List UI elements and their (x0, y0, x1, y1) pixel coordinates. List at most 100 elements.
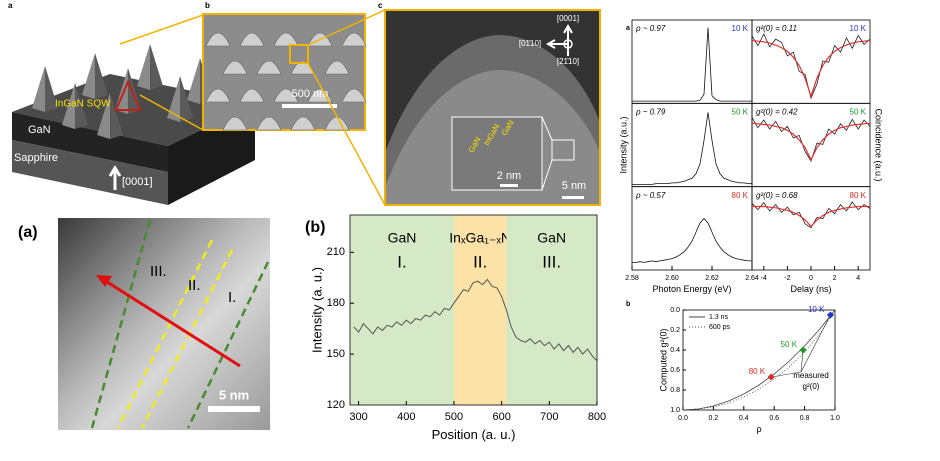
panel-letter: c (378, 1, 383, 10)
pyramid (110, 93, 123, 139)
row-note: ρ ~ 0.97 (635, 24, 666, 33)
scale-label: 2 nm (497, 170, 521, 182)
cone (256, 60, 282, 75)
pyramid (82, 53, 95, 99)
cone (256, 116, 282, 131)
scale-label: 5 nm (562, 180, 586, 192)
region-label: InₓGa₁₋ₓN (449, 230, 511, 246)
x-tick-label: 500 (445, 411, 463, 423)
region-label: GaN (388, 230, 417, 246)
scale-bar (562, 196, 584, 199)
x-tick-label: 1.0 (830, 415, 840, 422)
y-tick-label: 210 (327, 246, 345, 258)
data-line (751, 201, 871, 229)
region-numeral: III. (542, 252, 561, 271)
legend-label: 600 ps (709, 324, 731, 331)
y-tick-label: 1.0 (670, 407, 680, 414)
x-axis-label: Delay (ns) (790, 284, 831, 294)
sapphire-label: Sapphire (14, 152, 58, 164)
row-temperature: 50 K (850, 107, 867, 116)
stem-image (58, 218, 270, 430)
y-axis-label: Computed g²(0) (658, 328, 668, 391)
profile-arrow (103, 278, 241, 368)
annotation: measured (793, 371, 829, 380)
point-label: 10 K (808, 305, 825, 314)
pyramid (62, 83, 75, 129)
arrow-head (96, 275, 112, 287)
y-tick-label: 0.8 (670, 387, 680, 394)
inset-line (541, 116, 553, 191)
pyramid (150, 44, 163, 90)
y-tick-label: 0.4 (670, 347, 680, 354)
axis-direction: [01̄10] (519, 39, 541, 48)
fit-line (751, 39, 871, 99)
y-tick-label: 0.6 (670, 367, 680, 374)
pyramid (45, 66, 58, 112)
x-tick-label: 300 (349, 411, 367, 423)
annotation-arrow (771, 371, 802, 378)
cone (239, 32, 265, 47)
pyramid (187, 58, 200, 104)
cone (222, 116, 248, 131)
x-tick-label: 0.8 (800, 415, 810, 422)
pyramid (97, 93, 110, 139)
plot-frame (682, 309, 836, 411)
region-label: I. (228, 289, 236, 306)
annotation-arrow (800, 349, 804, 373)
x-tick-label: 700 (540, 411, 558, 423)
cone (205, 32, 231, 47)
row-note: g²(0) = 0.11 (756, 24, 797, 33)
data-line (353, 278, 598, 362)
scale-label: 500 nm (292, 88, 329, 100)
cone (222, 60, 248, 75)
row-temperature: 10 K (850, 24, 867, 33)
schematic: a b c InGaN SQW GaN Sapphire [0001] 500 … (8, 1, 601, 206)
zoom-box (289, 44, 309, 64)
x-tick-label: 2.64 (745, 275, 759, 282)
scale-bar (208, 406, 260, 412)
x-tick-label: 2.58 (625, 275, 639, 282)
charts: GaN I. InₓGa₁₋ₓN II. GaN III. 120 150 180 210 300 4… (305, 19, 884, 442)
legend-label: 1.3 ns (709, 314, 729, 321)
zoom-line (139, 94, 204, 131)
point (799, 346, 807, 354)
row-note: g²(0) = 0.68 (756, 191, 798, 200)
gan-label: GaN (28, 124, 51, 136)
point (767, 373, 775, 381)
x-tick-label: 800 (588, 411, 606, 423)
stem: (a) III. II. I. 5 nm (18, 218, 270, 430)
y-tick-label: 0.0 (670, 307, 680, 314)
x-tick-label: 600 (492, 411, 510, 423)
model-curve (682, 309, 836, 411)
x-tick-label: -2 (784, 275, 790, 282)
pyramid (95, 53, 108, 99)
fit-line (751, 122, 871, 162)
region (506, 215, 597, 405)
x-tick-label: -4 (761, 275, 767, 282)
cone (324, 60, 350, 75)
x-tick-label: 4 (856, 275, 860, 282)
pyramid (75, 83, 88, 129)
pyramid (32, 66, 45, 112)
scale-label: 5 nm (219, 387, 249, 402)
data-line (632, 217, 752, 263)
cone (341, 32, 367, 47)
boundary-line (140, 249, 234, 429)
panel-label: (a) (18, 224, 38, 241)
boundary-line (90, 219, 152, 429)
row-note: ρ ~ 0.57 (635, 191, 666, 200)
y-axis-label: Coincidence (a.u.) (874, 108, 884, 181)
axes-origin (563, 39, 573, 49)
y-tick-label: 150 (327, 348, 345, 360)
cone (290, 116, 316, 131)
panel-label: a (626, 25, 630, 32)
pyramid (167, 76, 180, 122)
region-label: II. (188, 277, 201, 294)
zoom-line (307, 62, 386, 206)
boundary-line (116, 239, 214, 429)
data-line (632, 27, 752, 102)
panel-label: b (626, 301, 630, 308)
x-tick-label: 2.60 (665, 275, 679, 282)
pyramid (180, 76, 193, 122)
panel-label: (b) (305, 219, 325, 236)
